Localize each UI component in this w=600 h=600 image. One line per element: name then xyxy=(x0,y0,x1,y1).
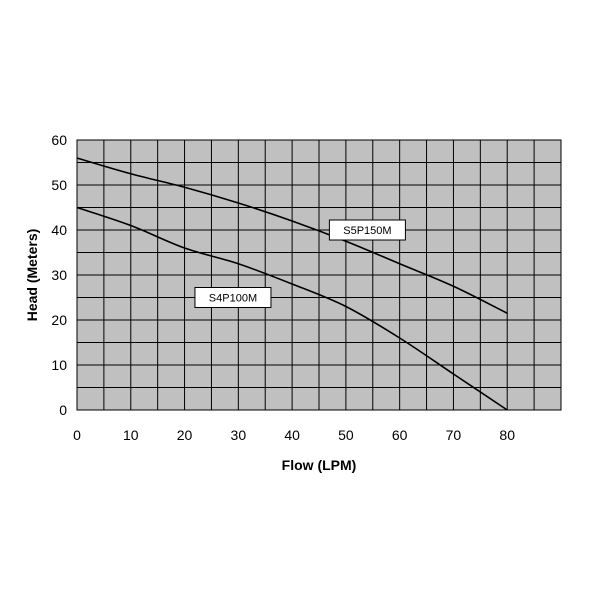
y-tick-label: 30 xyxy=(51,267,67,283)
x-tick-label: 30 xyxy=(231,427,247,443)
y-tick-label: 60 xyxy=(51,132,67,148)
y-tick-label: 10 xyxy=(51,357,67,373)
curve-label-s5p150m: S5P150M xyxy=(328,219,406,241)
series-layer xyxy=(76,157,508,411)
curve-label-text: S4P100M xyxy=(209,293,257,305)
curve-annotations: S5P150M S4P100M xyxy=(194,219,406,308)
series-line-s5p150m xyxy=(76,157,508,314)
x-tick-label: 80 xyxy=(499,427,515,443)
curve-label-box xyxy=(194,287,272,308)
x-axis-title: Flow (LPM) xyxy=(282,457,357,473)
y-axis-ticks: 0 10 20 30 40 50 60 xyxy=(51,132,67,418)
y-tick-label: 40 xyxy=(51,222,67,238)
x-tick-label: 50 xyxy=(338,427,354,443)
series-line-s4p100m xyxy=(76,206,508,411)
x-axis-ticks: 0 10 20 30 40 50 60 70 80 xyxy=(73,427,515,443)
x-tick-label: 60 xyxy=(392,427,408,443)
curve-label-s4p100m: S4P100M xyxy=(194,287,272,308)
y-tick-label: 50 xyxy=(51,177,67,193)
x-tick-label: 70 xyxy=(446,427,462,443)
x-tick-label: 20 xyxy=(177,427,193,443)
x-tick-label: 40 xyxy=(284,427,300,443)
curve-label-box xyxy=(328,219,406,241)
curve-label-text: S5P150M xyxy=(343,225,391,237)
y-tick-label: 0 xyxy=(59,402,67,418)
y-axis-title: Head (Meters) xyxy=(24,229,40,322)
y-tick-label: 20 xyxy=(51,312,67,328)
x-tick-label: 0 xyxy=(73,427,81,443)
x-tick-label: 10 xyxy=(123,427,139,443)
